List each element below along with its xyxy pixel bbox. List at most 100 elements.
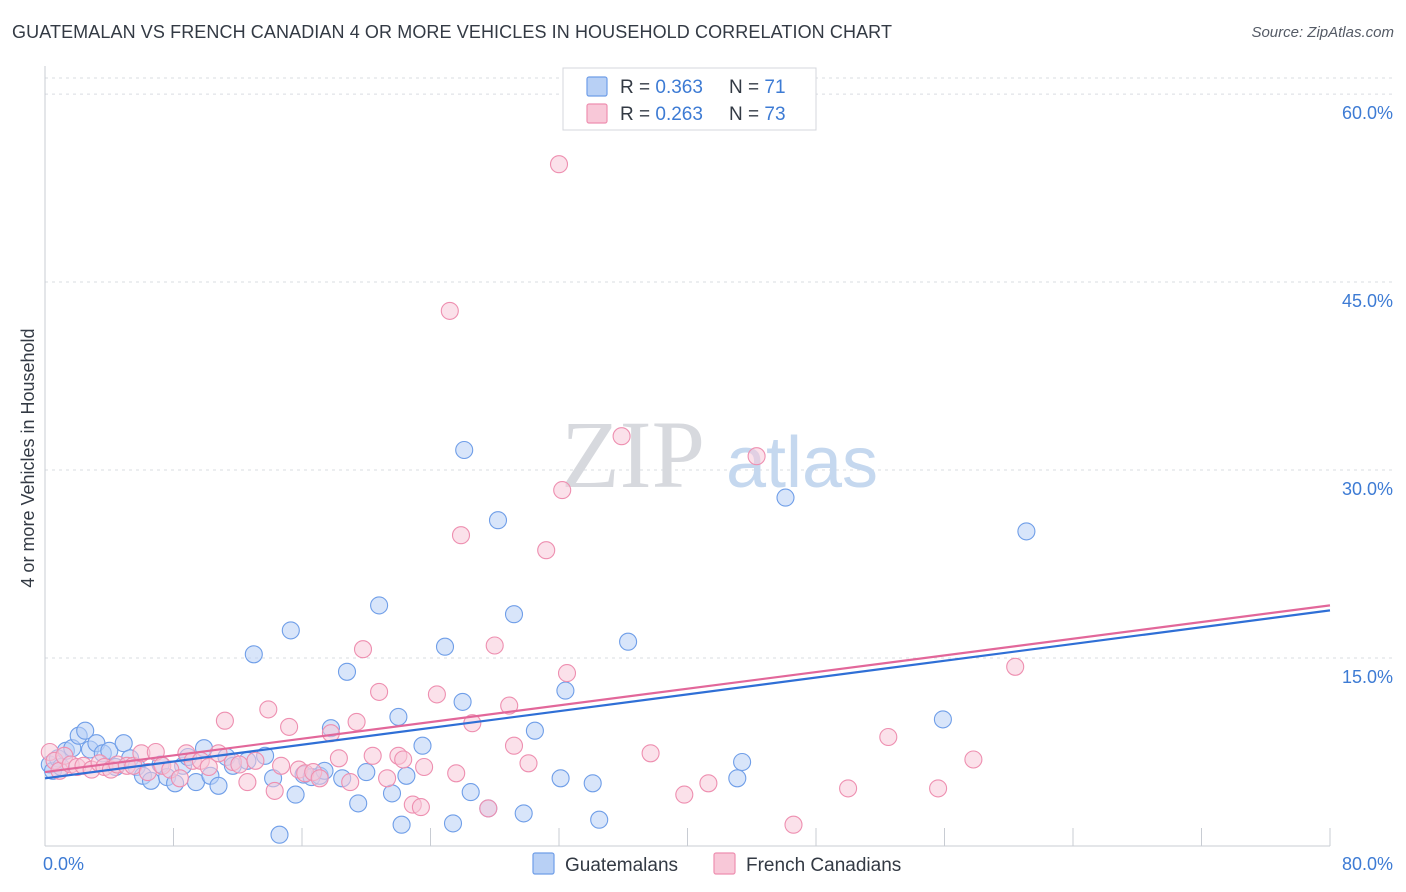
point-french-canadian-54 <box>451 526 471 545</box>
point-guatemalan-59 <box>514 804 533 823</box>
n-value: 73 <box>764 104 785 125</box>
point-guatemalan-70 <box>1017 522 1036 541</box>
point-guatemalan-26 <box>209 776 228 795</box>
point-french-canadian-71 <box>839 779 858 798</box>
point-french-canadian-56 <box>479 799 498 818</box>
point-french-canadian-74 <box>964 750 983 769</box>
point-french-canadian-33 <box>280 717 299 736</box>
point-guatemalan-7 <box>76 721 95 740</box>
r-label: R = <box>620 104 655 125</box>
y-tick-label-1: 30.0% <box>1342 479 1393 499</box>
point-guatemalan-30 <box>244 645 263 664</box>
point-french-canadian-25 <box>215 711 234 730</box>
point-guatemalan-62 <box>556 681 575 700</box>
series-legend-label-1: French Canadians <box>746 855 901 876</box>
point-french-canadian-72 <box>879 727 898 747</box>
y-tick-label-2: 45.0% <box>1342 291 1393 311</box>
point-french-canadian-64 <box>557 664 577 683</box>
r-value: 0.263 <box>655 104 703 125</box>
source-credit: Source: ZipAtlas.com <box>1251 24 1394 41</box>
stats-legend-swatch-0 <box>586 76 608 97</box>
point-french-canadian-45 <box>378 769 397 788</box>
point-french-canadian-53 <box>447 764 466 783</box>
point-guatemalan-67 <box>733 752 752 772</box>
point-guatemalan-63 <box>583 774 602 793</box>
point-french-canadian-30 <box>259 700 278 719</box>
point-guatemalan-61 <box>551 769 570 788</box>
point-guatemalan-46 <box>382 784 402 803</box>
data-points <box>40 155 1036 844</box>
point-guatemalan-69 <box>933 710 952 729</box>
point-french-canadian-37 <box>310 769 329 788</box>
point-guatemalan-60 <box>525 721 544 740</box>
chart-title: GUATEMALAN VS FRENCH CANADIAN 4 OR MORE … <box>12 22 893 42</box>
y-tick-label-3: 60.0% <box>1342 103 1393 123</box>
r-label: R = <box>620 77 655 98</box>
point-french-canadian-28 <box>238 773 257 792</box>
point-guatemalan-64 <box>590 810 609 829</box>
point-guatemalan-66 <box>728 769 747 788</box>
point-french-canadian-63 <box>553 481 572 500</box>
trend-line-french-canadian <box>44 604 1331 774</box>
point-guatemalan-44 <box>357 763 376 782</box>
axes <box>44 66 1331 847</box>
x-tick-label-1: 80.0% <box>1342 854 1393 874</box>
point-guatemalan-50 <box>413 736 432 755</box>
point-guatemalan-45 <box>370 596 389 615</box>
point-french-canadian-31 <box>265 781 284 800</box>
point-french-canadian-19 <box>170 769 189 788</box>
point-guatemalan-49 <box>397 766 416 785</box>
y-tick-label-0: 15.0% <box>1342 667 1393 687</box>
point-guatemalan-52 <box>443 814 463 833</box>
series-legend: Guatemalans French Canadians <box>532 852 901 876</box>
series-legend-label-0: Guatemalans <box>565 855 678 876</box>
point-french-canadian-67 <box>675 785 694 804</box>
point-french-canadian-40 <box>341 773 360 792</box>
series-legend-swatch-0 <box>532 852 555 875</box>
trend-line-guatemalan <box>44 609 1331 780</box>
point-french-canadian-32 <box>272 756 291 775</box>
point-guatemalan-11 <box>100 741 119 760</box>
point-guatemalan-47 <box>389 707 408 726</box>
point-french-canadian-39 <box>329 749 348 768</box>
point-french-canadian-73 <box>929 779 948 798</box>
point-guatemalan-53 <box>453 692 472 711</box>
stats-legend-swatch-1 <box>586 103 608 124</box>
point-french-canadian-23 <box>199 757 218 777</box>
point-guatemalan-35 <box>286 785 305 804</box>
point-guatemalan-48 <box>392 815 411 834</box>
n-label: N = <box>729 77 764 98</box>
point-french-canadian-41 <box>347 712 366 731</box>
point-french-canadian-49 <box>411 798 430 817</box>
point-guatemalan-57 <box>488 511 508 530</box>
n-label: N = <box>729 104 764 125</box>
point-french-canadian-75 <box>1006 657 1025 676</box>
point-guatemalan-68 <box>776 488 795 507</box>
point-french-canadian-47 <box>394 750 413 769</box>
stats-legend-row-1: R = 0.263 N = 73 <box>620 104 786 125</box>
r-value: 0.363 <box>655 77 703 98</box>
point-guatemalan-33 <box>270 825 289 844</box>
point-french-canadian-62 <box>549 155 569 174</box>
tick-labels: 15.0% 30.0% 45.0% 60.0% 0.0% 80.0% <box>43 103 1393 874</box>
point-french-canadian-61 <box>537 541 556 560</box>
point-french-canadian-29 <box>246 751 265 770</box>
point-french-canadian-43 <box>363 746 382 765</box>
point-french-canadian-58 <box>500 696 519 715</box>
x-tick-label-0: 0.0% <box>43 854 84 874</box>
point-guatemalan-43 <box>349 794 368 813</box>
point-guatemalan-13 <box>114 734 133 753</box>
point-french-canadian-51 <box>427 685 446 704</box>
point-french-canadian-60 <box>519 754 538 773</box>
point-french-canadian-70 <box>784 815 803 834</box>
point-guatemalan-34 <box>281 621 300 640</box>
grid-lines <box>45 77 1392 659</box>
point-french-canadian-27 <box>230 755 249 774</box>
watermark-atlas: atlas <box>726 423 878 503</box>
n-value: 71 <box>764 77 785 98</box>
point-french-canadian-69 <box>747 447 766 466</box>
point-guatemalan-65 <box>619 632 638 651</box>
point-french-canadian-66 <box>641 744 660 763</box>
stats-legend: R = 0.363 N = 71 R = 0.263 N = 73 <box>562 67 817 131</box>
